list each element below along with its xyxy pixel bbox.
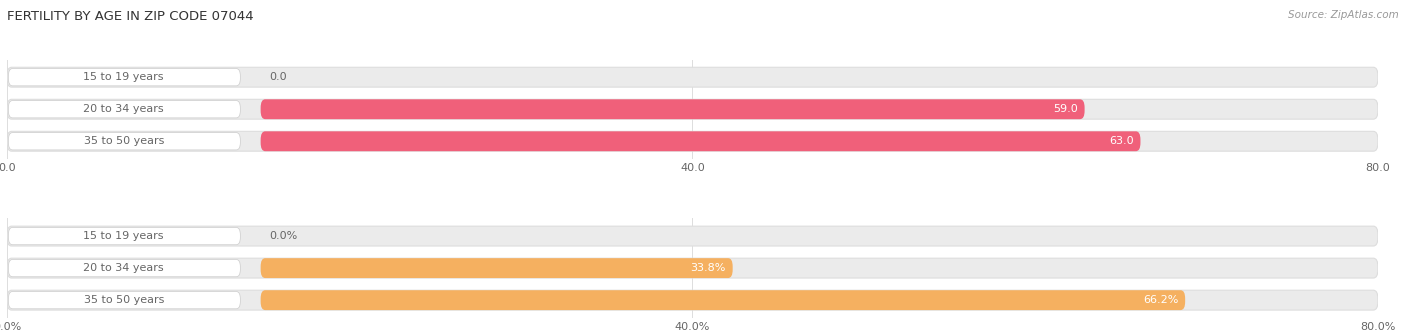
- FancyBboxPatch shape: [7, 131, 1378, 151]
- FancyBboxPatch shape: [7, 99, 1378, 119]
- Text: 35 to 50 years: 35 to 50 years: [83, 136, 165, 146]
- Text: 0.0: 0.0: [269, 72, 287, 82]
- FancyBboxPatch shape: [260, 258, 733, 278]
- FancyBboxPatch shape: [260, 131, 1140, 151]
- Text: 66.2%: 66.2%: [1143, 295, 1178, 305]
- FancyBboxPatch shape: [7, 67, 1378, 87]
- Text: Source: ZipAtlas.com: Source: ZipAtlas.com: [1288, 10, 1399, 20]
- Text: 63.0: 63.0: [1109, 136, 1133, 146]
- FancyBboxPatch shape: [7, 290, 1378, 310]
- FancyBboxPatch shape: [260, 290, 1185, 310]
- FancyBboxPatch shape: [8, 260, 240, 277]
- Text: FERTILITY BY AGE IN ZIP CODE 07044: FERTILITY BY AGE IN ZIP CODE 07044: [7, 10, 253, 23]
- Text: 15 to 19 years: 15 to 19 years: [83, 231, 165, 241]
- Text: 15 to 19 years: 15 to 19 years: [83, 72, 165, 82]
- FancyBboxPatch shape: [8, 101, 240, 118]
- Text: 33.8%: 33.8%: [690, 263, 725, 273]
- Text: 59.0: 59.0: [1053, 104, 1078, 114]
- FancyBboxPatch shape: [7, 226, 1378, 246]
- FancyBboxPatch shape: [8, 133, 240, 150]
- FancyBboxPatch shape: [7, 258, 1378, 278]
- Text: 20 to 34 years: 20 to 34 years: [83, 263, 165, 273]
- Text: 0.0%: 0.0%: [269, 231, 298, 241]
- FancyBboxPatch shape: [260, 99, 1084, 119]
- FancyBboxPatch shape: [8, 227, 240, 245]
- Text: 20 to 34 years: 20 to 34 years: [83, 104, 165, 114]
- Text: 35 to 50 years: 35 to 50 years: [83, 295, 165, 305]
- FancyBboxPatch shape: [8, 69, 240, 86]
- FancyBboxPatch shape: [8, 292, 240, 309]
